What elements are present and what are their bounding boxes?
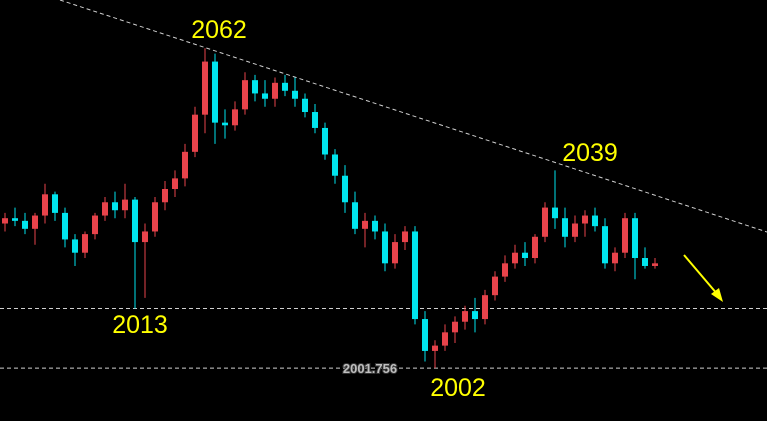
candle-body [502,263,508,277]
candle-body [382,231,388,264]
candle-body [602,226,608,264]
candle-body [322,127,328,155]
candle-body [522,252,528,259]
candle-body [52,194,58,213]
candle-body [642,258,648,266]
candle-body [632,218,638,259]
levels [0,307,767,369]
candle-body [222,122,228,126]
candles [2,48,658,369]
candle-body [592,215,598,227]
candle-body [412,231,418,320]
candle-body [462,311,468,322]
candle-body [302,98,308,113]
candle-body [612,252,618,264]
candle-body [572,223,578,237]
candle-body [312,112,318,128]
candle-body [362,220,368,229]
candle-body [542,207,548,237]
price-tag: 2001.756 [343,361,397,376]
candle-body [582,215,588,224]
arrow-shaft [683,254,719,296]
candle-body [192,114,198,152]
annotation: 2062 [191,16,247,44]
candle-body [122,199,128,211]
candle-body [452,321,458,333]
candle-body [272,82,278,99]
candle-body [172,178,178,189]
candle-body [442,332,448,346]
candle-body [252,80,258,94]
candle-body [112,202,118,211]
annotation: 2013 [112,311,168,339]
candle-body [22,220,28,229]
candle-body [152,202,158,232]
candle-body [162,188,168,203]
candle-body [202,61,208,115]
candle-body [372,220,378,232]
candle-body [62,212,68,240]
candle-body [32,215,38,229]
candle-body [42,194,48,216]
candle-body [482,295,488,320]
candle-body [262,93,268,99]
candle-body [352,202,358,229]
candle-body [102,202,108,216]
candle-body [392,242,398,264]
candle-body [512,252,518,264]
candle-body [72,239,78,253]
candle-body [82,234,88,253]
candle-body [422,319,428,351]
candle-body [652,263,658,266]
candle-body [332,154,338,176]
candle-body [532,236,538,259]
candle-body [142,231,148,243]
candle-body [12,218,18,221]
candle-body [212,61,218,123]
candle-body [432,345,438,351]
annotation: 2039 [562,139,618,167]
candle-body [562,218,568,237]
candle-body [242,80,248,110]
candle-body [552,207,558,219]
candle-body [2,218,8,224]
candle-body [472,311,478,320]
candle-body [492,276,498,296]
arrow-head [711,288,723,302]
trend-line [59,0,767,233]
candle-body [132,199,138,243]
candle-body [292,90,298,99]
annotation: 2002 [430,374,486,402]
candle-body [232,109,238,126]
candle-body [622,218,628,253]
candle-body [182,151,188,179]
candle-body [342,175,348,203]
candle-body [92,215,98,235]
candle-body [282,82,288,91]
candle-body [402,231,408,243]
